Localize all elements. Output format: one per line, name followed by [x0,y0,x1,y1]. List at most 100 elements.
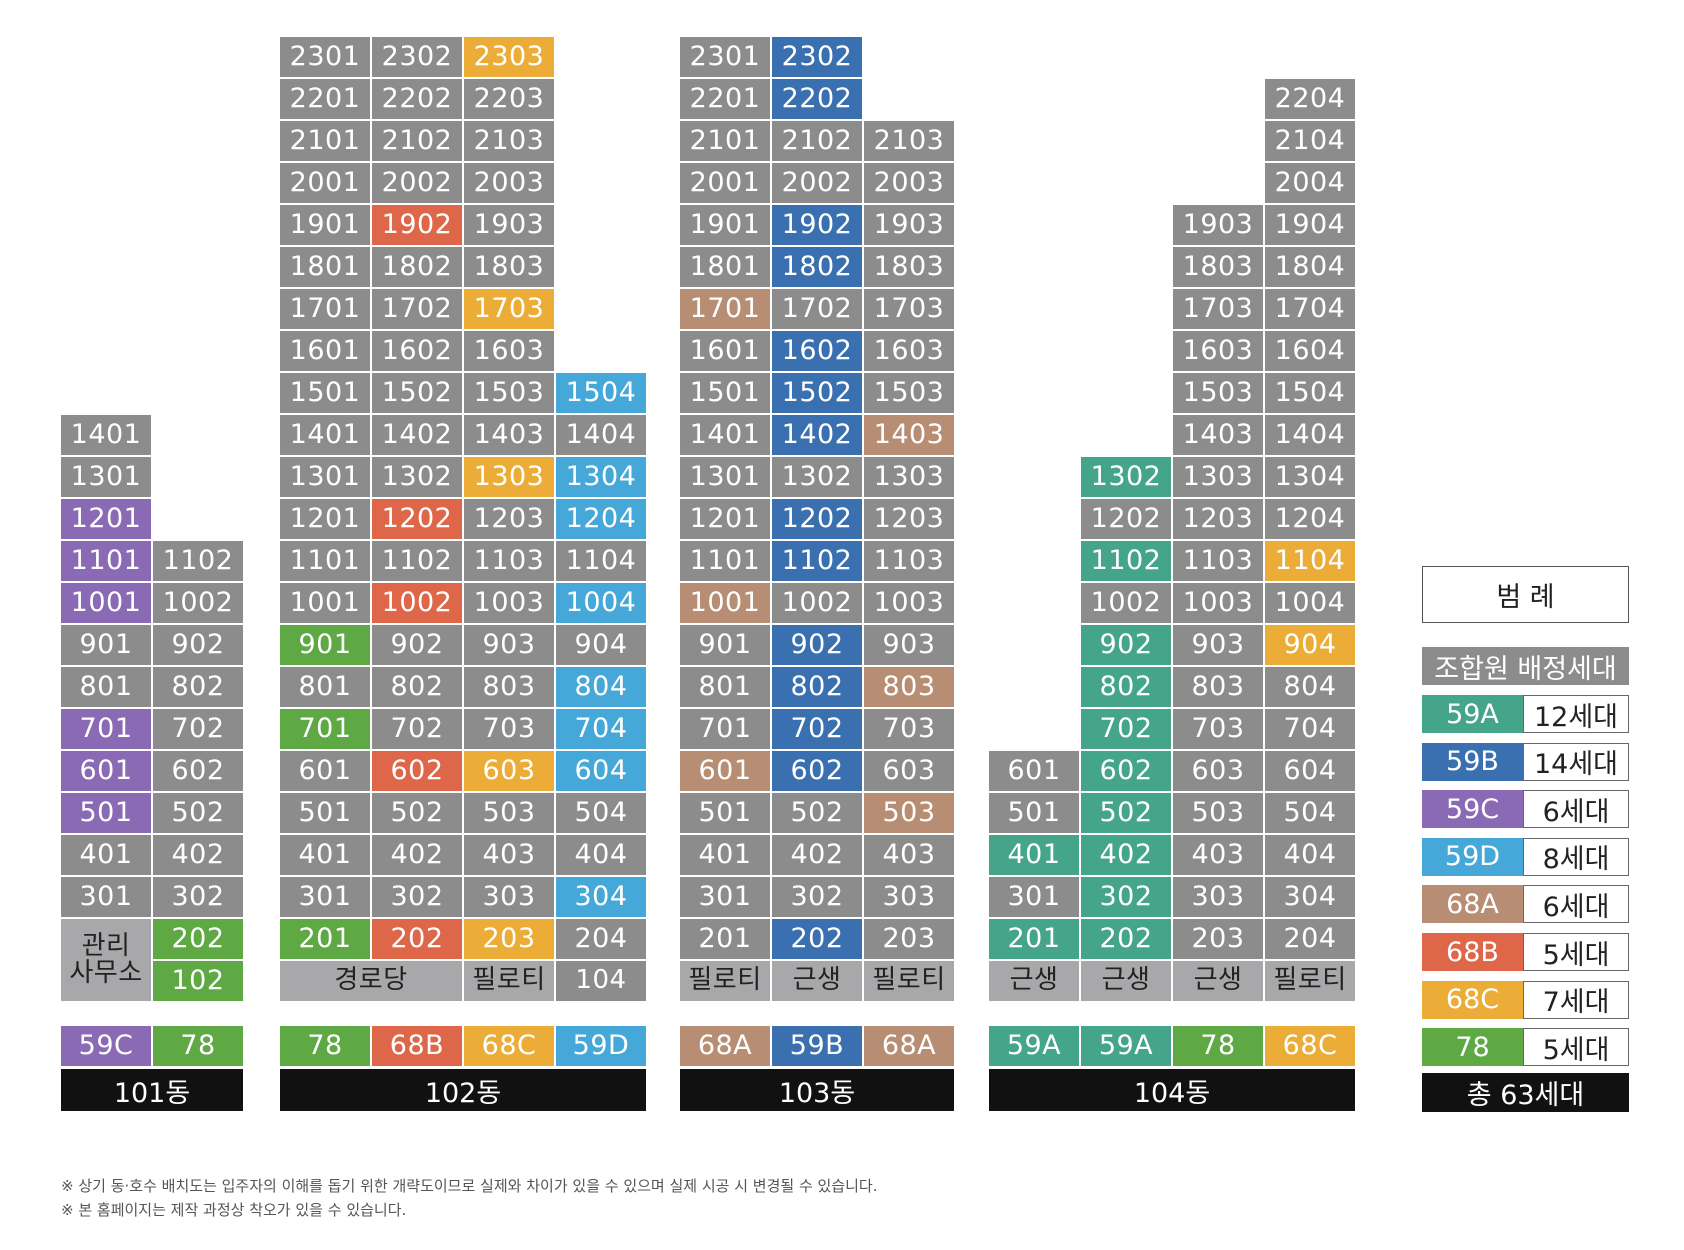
unit-cell: 2204 [1265,79,1355,119]
unit-cell: 502 [372,793,462,833]
unit-cell: 1903 [1173,205,1263,245]
unit-cell: 1104 [1265,541,1355,581]
unit-cell: 802 [1081,667,1171,707]
unit-cell: 602 [772,751,862,791]
legend-count: 14세대 [1523,742,1629,781]
unit-cell: 1604 [1265,331,1355,371]
unit-cell: 1303 [1173,457,1263,497]
building-name: 101동 [61,1069,243,1111]
unit-cell: 702 [153,709,243,749]
unit-cell: 904 [556,625,646,665]
unit-cell: 304 [556,877,646,917]
unit-cell: 1304 [1265,457,1355,497]
unit-cell: 1603 [1173,331,1263,371]
footnote-1: ※ 상기 동·호수 배치도는 입주자의 이해를 돕기 위한 개략도이므로 실제와… [61,1177,878,1195]
unit-cell: 902 [1081,625,1171,665]
unit-cell: 1802 [372,247,462,287]
ground-floor-cell: 근생 [989,961,1079,1001]
unit-cell: 2104 [1265,121,1355,161]
unit-cell: 203 [864,919,954,959]
legend-count: 5세대 [1523,1028,1629,1067]
unit-cell: 302 [372,877,462,917]
legend-swatch: 59B [1422,742,1523,781]
unit-cell: 2101 [280,121,370,161]
unit-cell: 1402 [372,415,462,455]
unit-cell: 1803 [864,247,954,287]
unit-cell: 1001 [280,583,370,623]
unit-cell: 2004 [1265,163,1355,203]
unit-cell: 1002 [372,583,462,623]
unit-cell: 601 [680,751,770,791]
unit-cell: 1003 [864,583,954,623]
unit-cell: 1404 [556,415,646,455]
unit-cell: 403 [1173,835,1263,875]
unit-cell: 1103 [1173,541,1263,581]
ground-floor-cell: 필로티 [1265,961,1355,1001]
unit-cell: 1302 [372,457,462,497]
unit-cell: 201 [989,919,1079,959]
unit-cell: 504 [1265,793,1355,833]
legend-count: 6세대 [1523,885,1629,924]
unit-cell: 402 [1081,835,1171,875]
unit-cell: 1201 [680,499,770,539]
unit-cell: 2103 [464,121,554,161]
unit-cell: 603 [1173,751,1263,791]
unit-cell: 1802 [772,247,862,287]
unit-cell: 401 [989,835,1079,875]
unit-cell: 202 [1081,919,1171,959]
unit-cell: 203 [1173,919,1263,959]
unit-cell: 501 [680,793,770,833]
unit-cell: 1103 [464,541,554,581]
type-label: 78 [1173,1026,1263,1066]
unit-cell: 601 [280,751,370,791]
unit-cell: 2301 [280,37,370,77]
unit-cell: 1903 [864,205,954,245]
unit-cell: 602 [153,751,243,791]
unit-cell: 401 [61,835,151,875]
type-label: 78 [153,1026,243,1066]
unit-cell: 1501 [280,373,370,413]
unit-cell: 901 [61,625,151,665]
unit-cell: 902 [772,625,862,665]
unit-cell: 1403 [464,415,554,455]
unit-cell: 301 [280,877,370,917]
unit-cell: 501 [280,793,370,833]
unit-cell: 1703 [864,289,954,329]
type-label: 68B [372,1026,462,1066]
unit-cell: 803 [464,667,554,707]
type-label: 59C [61,1026,151,1066]
unit-cell: 1002 [1081,583,1171,623]
unit-cell: 802 [153,667,243,707]
unit-cell: 1204 [556,499,646,539]
legend-count: 6세대 [1523,790,1629,829]
legend-swatch: 68B [1422,933,1523,971]
unit-cell: 1401 [61,415,151,455]
unit-cell: 804 [1265,667,1355,707]
unit-cell: 1504 [1265,373,1355,413]
unit-cell: 601 [61,751,151,791]
unit-cell: 2102 [772,121,862,161]
unit-cell: 1703 [1173,289,1263,329]
unit-cell: 2202 [772,79,862,119]
legend-count: 12세대 [1523,695,1629,733]
ground-floor-cell: 필로티 [680,961,770,1001]
unit-cell: 1704 [1265,289,1355,329]
unit-cell: 102 [153,961,243,1001]
unit-cell: 402 [153,835,243,875]
unit-cell: 1003 [464,583,554,623]
unit-cell: 2003 [464,163,554,203]
unit-cell: 904 [1265,625,1355,665]
unit-cell: 203 [464,919,554,959]
unit-cell: 603 [464,751,554,791]
unit-cell: 1602 [772,331,862,371]
unit-cell: 802 [772,667,862,707]
unit-cell: 404 [556,835,646,875]
unit-cell: 801 [61,667,151,707]
legend-title: 범 례 [1422,566,1629,623]
unit-cell: 1301 [280,457,370,497]
unit-cell: 202 [153,919,243,959]
unit-cell: 1601 [280,331,370,371]
unit-cell: 2102 [372,121,462,161]
unit-cell: 1303 [864,457,954,497]
type-label: 68C [464,1026,554,1066]
